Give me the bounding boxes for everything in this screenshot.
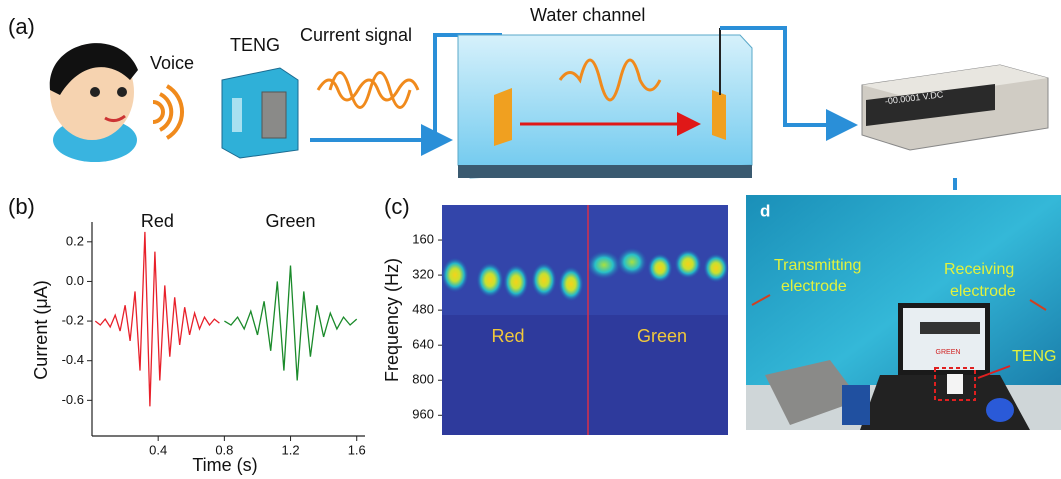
- y-tick-label: 0.2: [66, 233, 84, 248]
- spectral-blob: [703, 253, 729, 283]
- wire: [953, 178, 957, 190]
- y-axis-label: Frequency (Hz): [382, 258, 402, 382]
- screen-text: GREEN: [936, 349, 961, 356]
- glove: [986, 398, 1014, 422]
- figure: (a) Voice TENG Current signal Water chan…: [0, 0, 1061, 479]
- spectral-blob: [476, 262, 504, 298]
- x-tick-label: 0.4: [149, 442, 167, 457]
- panel-label: (b): [8, 194, 35, 219]
- spectral-blob: [503, 264, 529, 300]
- transmitting-label: Transmitting: [774, 257, 861, 274]
- spectral-blob: [616, 247, 648, 277]
- series-label: Red: [141, 211, 174, 231]
- teng-plate: [262, 92, 286, 138]
- spectral-blob: [531, 262, 557, 298]
- panel-c: (c) Frequency (Hz) Red Green 160 320 480 64…: [382, 194, 729, 435]
- signal-line: [95, 232, 219, 406]
- tank-base: [458, 165, 752, 178]
- sound-wave: [153, 102, 163, 122]
- teng-window: [232, 98, 242, 132]
- y-tick-label: 0.0: [66, 273, 84, 288]
- teng-device: [947, 374, 963, 394]
- x-tick-label: 1.6: [348, 442, 366, 457]
- annotation: Green: [637, 326, 687, 346]
- receiving-label: electrode: [950, 283, 1016, 300]
- y-tick-label: 800: [412, 372, 434, 387]
- eye: [117, 87, 127, 97]
- receiving-label: Receiving: [944, 261, 1014, 278]
- transmitting-label: electrode: [781, 278, 847, 295]
- x-tick-label: 1.2: [282, 442, 300, 457]
- y-tick-label: -0.2: [62, 313, 84, 328]
- y-tick-label: 640: [412, 337, 434, 352]
- spectral-blob: [558, 266, 584, 302]
- spectral-blob: [647, 253, 673, 283]
- annotation: Red: [491, 326, 524, 346]
- spectral-blob: [441, 257, 469, 293]
- panel-b: (b) Time (s) Current (μA) 0.2 0.0 -0.2 -0.4…: [8, 194, 366, 475]
- y-tick-label: 320: [412, 267, 434, 282]
- screen: [903, 308, 985, 370]
- spectral-blob: [674, 249, 702, 279]
- teng-label: TENG: [1012, 348, 1056, 365]
- series-label: Green: [266, 211, 316, 231]
- eye: [90, 87, 100, 97]
- y-tick-label: -0.6: [62, 392, 84, 407]
- x-axis-label: Time (s): [192, 455, 257, 475]
- signal-line: [224, 266, 356, 381]
- water-channel-label: Water channel: [530, 5, 645, 25]
- y-tick-label: 480: [412, 302, 434, 317]
- current-signal-label: Current signal: [300, 25, 412, 45]
- y-axis-label: Current (μA): [31, 280, 51, 379]
- voice-label: Voice: [150, 53, 194, 73]
- panel-label: (a): [8, 14, 35, 39]
- receive-electrode: [712, 90, 726, 140]
- x-tick-label: 0.8: [215, 442, 233, 457]
- y-tick-label: 960: [412, 407, 434, 422]
- sound-wave: [167, 86, 182, 138]
- panel-d: d Transmitting electrode Receiving elect…: [746, 195, 1061, 430]
- y-tick-label: -0.4: [62, 352, 84, 367]
- panel-label: d: [760, 201, 770, 220]
- circuit-board: [842, 385, 870, 425]
- panel-a: (a) Voice TENG Current signal Water chan…: [8, 5, 1048, 190]
- y-tick-label: 160: [412, 231, 434, 246]
- panel-label: (c): [384, 194, 410, 219]
- transmit-electrode: [494, 88, 512, 146]
- waveform-window: [920, 322, 980, 334]
- teng-label: TENG: [230, 35, 280, 55]
